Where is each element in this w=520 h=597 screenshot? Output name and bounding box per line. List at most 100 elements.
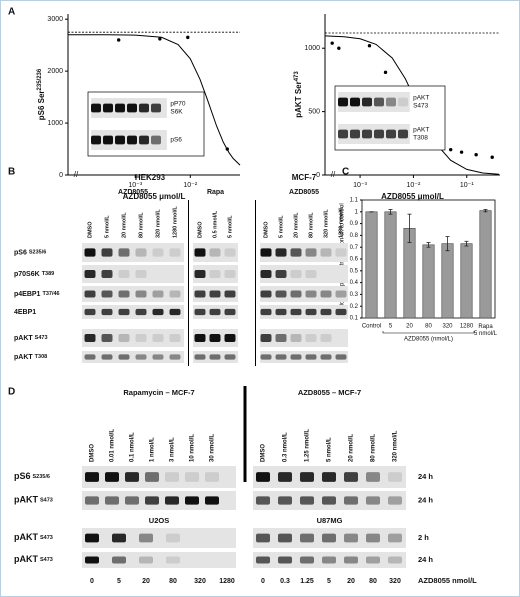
lane-label: 3 nmol/L	[170, 437, 176, 462]
blot-band	[101, 248, 113, 257]
blot-band	[224, 308, 236, 316]
panel-letter: B	[8, 167, 15, 178]
x-tick-label: 10⁻³	[128, 182, 142, 189]
blot-band	[305, 308, 317, 316]
x-axis-label: AZD8055 μmol/L	[123, 192, 186, 201]
blot-band	[152, 308, 164, 316]
blot-band	[275, 334, 287, 342]
blot-band	[127, 135, 137, 145]
y-tick-label: 500	[308, 108, 320, 115]
y-axis-label-sup: 473	[294, 71, 300, 82]
blot-band	[135, 354, 147, 360]
y-axis-label-sup: 235/236	[37, 68, 43, 90]
dose-label: 20	[142, 578, 150, 585]
blot-band	[194, 334, 206, 342]
dose-label: 5	[327, 578, 331, 585]
blot-band	[115, 103, 125, 113]
row-site: T37/46	[42, 291, 59, 297]
blot-band	[275, 270, 287, 278]
bar	[384, 211, 397, 319]
x-tick-label: 5	[389, 324, 393, 330]
blot-band	[300, 472, 314, 482]
blot-band	[139, 533, 153, 543]
blot-band	[290, 270, 302, 278]
group-title: AZD8055	[289, 189, 319, 196]
blot-band	[256, 556, 270, 564]
blot-strip	[253, 552, 406, 568]
lane-label: 1280 nmol/L	[338, 206, 344, 238]
blot-band	[320, 354, 332, 360]
blot-band	[135, 270, 147, 278]
blot-band	[101, 270, 113, 278]
time-label: 24 h	[418, 555, 433, 564]
dose-label: 5	[117, 578, 121, 585]
blot-band	[91, 135, 101, 145]
blot-band	[91, 103, 101, 113]
dose-label: 1.25	[300, 578, 314, 585]
blot-strip	[82, 305, 184, 319]
row-name: pS6	[14, 471, 31, 481]
lane-label: 80 nmol/L	[138, 212, 144, 238]
blot-strip	[82, 243, 184, 262]
blot-band	[366, 556, 380, 564]
data-point	[337, 46, 341, 50]
y-tick-label: 1	[355, 209, 359, 215]
blot-band	[275, 354, 287, 360]
row-site: S473	[40, 535, 53, 541]
blot-strip	[338, 124, 410, 144]
lane-label: 20 nmol/L	[349, 434, 355, 462]
blot-band	[338, 97, 348, 107]
blot-band	[260, 308, 272, 316]
row-name: p4EBP1	[14, 291, 41, 298]
time-label: 24 h	[418, 495, 433, 504]
blot-band	[194, 308, 206, 316]
blot-band	[320, 290, 332, 298]
group-title: Rapamycin – MCF-7	[123, 388, 194, 397]
blot-band	[194, 248, 206, 257]
blot-band	[260, 290, 272, 298]
blot-band	[194, 290, 206, 298]
bar	[479, 210, 492, 319]
blot-band	[194, 354, 206, 360]
blot-band	[194, 270, 206, 278]
blot-band	[362, 129, 372, 139]
blot-band	[105, 472, 119, 482]
data-point	[158, 37, 162, 41]
lane-label: 5 nmol/L	[278, 215, 284, 238]
y-tick-label: 0.9	[350, 221, 359, 227]
blot-band	[338, 129, 348, 139]
row-name: pAKT	[14, 554, 38, 564]
row-site: S473	[35, 335, 48, 341]
blot-band	[127, 103, 137, 113]
blot-band	[335, 308, 347, 316]
row-label: pAKT S473	[14, 335, 48, 342]
lane-label: 80 nmol/L	[371, 434, 377, 462]
lane-label: 1.25 nmol/L	[305, 429, 311, 462]
blot-band	[169, 248, 181, 257]
data-point	[490, 155, 494, 159]
lane-label: DMSO	[197, 221, 203, 238]
dose-label: 0	[90, 578, 94, 585]
blot-band	[85, 533, 99, 543]
lane-label: 5 nmol/L	[227, 215, 233, 238]
blot-band	[366, 533, 380, 543]
blot-band	[290, 248, 302, 257]
blot-strip	[82, 329, 184, 347]
lane-label: 0.3 nmol/L	[283, 432, 289, 462]
blot-band	[322, 556, 336, 564]
blot-band	[320, 308, 332, 316]
row-label: p70S6K T389	[14, 271, 54, 278]
blot-band	[84, 290, 96, 298]
data-point	[383, 70, 388, 75]
inset-label: S6K	[170, 109, 183, 116]
axis-break: //	[74, 170, 79, 179]
blot-band	[152, 334, 164, 342]
blot-band	[386, 97, 396, 107]
blot-strip	[82, 528, 236, 548]
blot-band	[344, 556, 358, 564]
blot-band	[101, 290, 113, 298]
row-site: S235/6	[33, 474, 50, 480]
blot-band	[275, 290, 287, 298]
blot-band	[374, 129, 384, 139]
blot-band	[260, 270, 272, 278]
